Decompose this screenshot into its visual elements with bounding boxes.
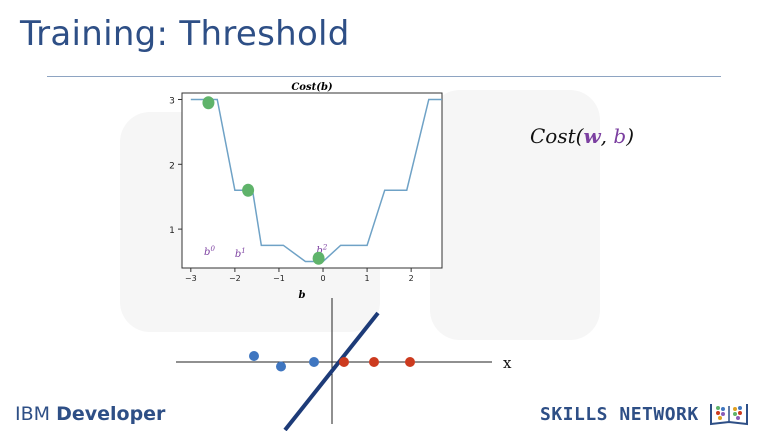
y-tick-label: 1 — [169, 226, 175, 236]
chart-title: Cost(b) — [291, 82, 333, 93]
point-annotation-b0: b0 — [204, 245, 215, 258]
red-sample-point — [369, 357, 379, 367]
x-tick-label: 2 — [409, 274, 414, 283]
blue-sample-point — [309, 357, 319, 367]
annotation-base: b — [204, 247, 210, 258]
x-axis-label: x — [503, 354, 512, 372]
x-tick-label: −2 — [229, 274, 241, 283]
x-tick-label: −1 — [273, 274, 285, 283]
title-divider — [47, 76, 721, 77]
cost-point-b0 — [202, 96, 215, 110]
annotation-base: b — [316, 246, 322, 257]
blue-sample-point — [249, 351, 259, 361]
red-sample-point — [339, 357, 349, 367]
blue-sample-point — [276, 361, 286, 372]
cost-point-b2 — [312, 251, 325, 265]
book-icon — [710, 404, 748, 426]
cost-b: b — [613, 124, 627, 148]
y-tick-label: 2 — [169, 161, 175, 171]
developer-text: Developer — [56, 403, 166, 425]
background-shape-right — [430, 90, 600, 340]
cost-prefix: Cost( — [530, 124, 584, 148]
point-annotation-b1: b1 — [235, 247, 246, 260]
skills-network-logo: SKILLS NETWORK — [540, 404, 699, 425]
annotation-superscript: 1 — [241, 247, 245, 255]
ibm-developer-logo: IBM Developer — [15, 403, 165, 425]
x-tick-label: −3 — [185, 274, 197, 283]
annotation-superscript: 2 — [322, 244, 328, 252]
decision-boundary-line — [283, 311, 380, 431]
y-tick-label: 3 — [169, 96, 175, 106]
annotation-superscript: 0 — [210, 245, 215, 253]
annotation-base: b — [235, 249, 241, 260]
x-tick-label: 1 — [365, 274, 370, 283]
point-annotation-b2: b2 — [316, 244, 327, 257]
x-axis-label: b — [299, 290, 306, 301]
cost-point-b1 — [242, 183, 255, 197]
page-title: Training: Threshold — [20, 14, 350, 54]
plot-area — [181, 92, 443, 269]
cost-w: w — [583, 124, 601, 148]
cost-comma: , — [600, 124, 614, 148]
classification-number-line: x — [176, 298, 512, 431]
ibm-text: IBM — [15, 403, 51, 425]
cost-function-label: Cost(w, b) — [530, 124, 634, 148]
x-tick-label: 0 — [320, 274, 325, 283]
cost-suffix: ) — [626, 124, 635, 148]
red-sample-point — [405, 357, 415, 367]
